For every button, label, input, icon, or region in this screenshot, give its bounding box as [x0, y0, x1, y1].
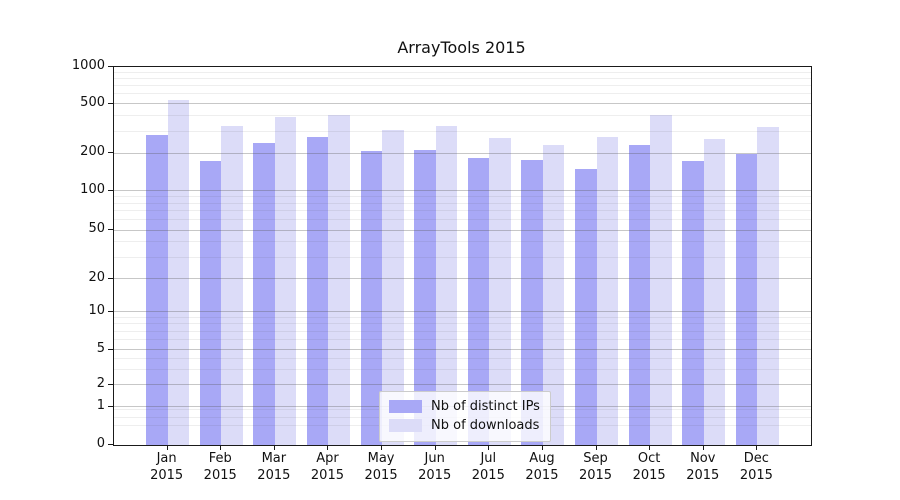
- legend-swatch-distinct-ips: [389, 400, 422, 413]
- y-tick-mark: [108, 444, 113, 445]
- y-tick-label: 1000: [71, 58, 105, 73]
- x-tick-label: Nov 2015: [686, 451, 720, 483]
- bar-distinct-ips-oct: [628, 145, 651, 445]
- bar-downloads-mar: [274, 117, 297, 445]
- x-tick-mark: [541, 445, 543, 450]
- x-tick-label: Oct 2015: [632, 451, 666, 483]
- x-tick-label: Feb 2015: [203, 451, 237, 483]
- y-tick-mark: [108, 152, 113, 154]
- y-tick-label: 0: [96, 436, 105, 451]
- x-tick-mark: [273, 445, 275, 450]
- chart-title: ArrayTools 2015: [397, 38, 526, 57]
- y-tick-mark: [108, 229, 113, 231]
- bar-downloads-jun: [435, 125, 458, 445]
- legend-swatch-downloads: [389, 419, 422, 432]
- x-tick-mark: [702, 445, 704, 450]
- bar-distinct-ips-feb: [199, 160, 222, 445]
- x-tick-label: Dec 2015: [739, 451, 773, 483]
- legend-item-downloads: Nb of downloads: [389, 416, 540, 435]
- legend-item-distinct-ips: Nb of distinct IPs: [389, 397, 540, 416]
- bar-downloads-may: [382, 129, 404, 445]
- legend: Nb of distinct IPs Nb of downloads: [379, 391, 551, 442]
- bar-distinct-ips-mar: [253, 143, 275, 445]
- bar-downloads-jan: [167, 99, 190, 445]
- bar-distinct-ips-jun: [414, 150, 436, 445]
- y-tick-mark: [108, 66, 113, 67]
- x-tick-label: Mar 2015: [257, 451, 291, 483]
- x-tick-mark: [488, 445, 490, 450]
- plot-area: [113, 66, 812, 446]
- bar-distinct-ips-aug: [521, 160, 543, 445]
- y-tick-mark: [108, 384, 113, 385]
- x-tick-label: Apr 2015: [310, 451, 344, 483]
- x-tick-mark: [595, 445, 597, 450]
- y-tick-label: 5: [96, 341, 105, 356]
- x-tick-label: May 2015: [364, 451, 398, 483]
- x-tick-mark: [166, 445, 168, 450]
- x-tick-label: Sep 2015: [578, 451, 613, 483]
- bar-downloads-apr: [328, 115, 350, 445]
- y-tick-mark: [108, 405, 113, 407]
- x-tick-mark: [434, 445, 436, 450]
- y-tick-label: 20: [88, 269, 105, 285]
- y-tick-mark: [108, 310, 113, 312]
- x-tick-label: Jan 2015: [150, 451, 184, 483]
- bar-downloads-dec: [757, 127, 779, 445]
- x-tick-mark: [649, 445, 651, 450]
- x-tick-mark: [220, 445, 222, 450]
- y-tick-mark: [108, 349, 113, 350]
- x-tick-mark: [327, 445, 329, 450]
- bar-distinct-ips-apr: [306, 136, 329, 445]
- y-tick-label: 100: [80, 181, 105, 197]
- bar-downloads-aug: [542, 145, 565, 445]
- bar-downloads-feb: [221, 126, 243, 445]
- bar-distinct-ips-dec: [735, 154, 758, 445]
- x-tick-label: Aug 2015: [525, 451, 559, 483]
- y-tick-label: 10: [88, 302, 105, 318]
- y-tick-label: 2: [96, 376, 105, 391]
- y-tick-label: 200: [80, 144, 105, 160]
- bars-layer: [114, 67, 811, 445]
- x-tick-mark: [756, 445, 758, 450]
- bar-downloads-oct: [650, 115, 672, 445]
- bar-downloads-sep: [596, 137, 619, 445]
- x-tick-label: Jun 2015: [418, 451, 452, 483]
- legend-label-downloads: Nb of downloads: [431, 418, 540, 433]
- x-tick-mark: [381, 445, 383, 450]
- bar-distinct-ips-sep: [575, 168, 597, 445]
- bar-downloads-jul: [489, 138, 511, 445]
- x-tick-label: Jul 2015: [471, 451, 505, 483]
- legend-label-distinct-ips: Nb of distinct IPs: [431, 399, 540, 414]
- y-tick-label: 500: [80, 95, 105, 110]
- y-tick-mark: [108, 103, 113, 104]
- y-tick-mark: [108, 277, 113, 279]
- bar-downloads-nov: [703, 138, 726, 445]
- bar-distinct-ips-jul: [467, 158, 490, 445]
- y-tick-label: 50: [88, 221, 105, 237]
- bar-distinct-ips-nov: [682, 161, 704, 445]
- bar-distinct-ips-may: [360, 151, 383, 445]
- y-tick-mark: [108, 189, 113, 191]
- y-tick-label: 1: [96, 397, 105, 413]
- bar-distinct-ips-jan: [146, 135, 168, 445]
